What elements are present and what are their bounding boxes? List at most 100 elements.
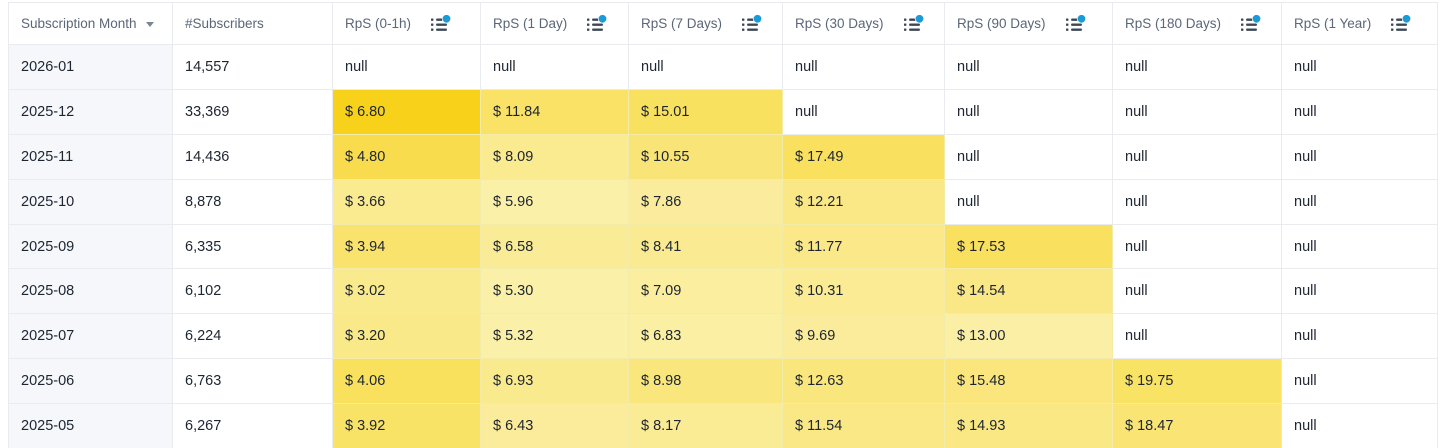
cell-rps_1_year: null [1281,358,1438,405]
cell-rps_180_days: null [1112,223,1282,270]
column-header-label: RpS (7 Days) [641,16,723,31]
cell-subscription-month: 2025-07 [8,313,173,360]
cell-rps_1_day: $ 6.43 [480,403,629,448]
table-body: 2026-01 14,557 null null null null null null nul… [8,44,1438,448]
cell-subscription-month: 2025-10 [8,178,173,225]
cell-rps_90_days: null [944,133,1113,180]
header-row: Subscription Month #Subscribers RpS (0-1h)… [8,2,1438,45]
cell-subscription-month: 2025-11 [8,133,173,180]
cell-rps_7_days: $ 10.55 [628,133,783,180]
cell-subscribers: 6,102 [172,268,333,315]
column-header-label: RpS (0-1h) [345,16,412,31]
column-header-rps_1_year[interactable]: RpS (1 Year) [1281,2,1438,45]
table-header: Subscription Month #Subscribers RpS (0-1h)… [8,2,1438,45]
cell-rps_90_days: $ 14.93 [944,403,1113,448]
column-settings-list-icon[interactable] [431,13,452,33]
column-header-rps_30_days[interactable]: RpS (30 Days) [782,2,945,45]
cell-rps_7_days: $ 15.01 [628,88,783,135]
column-header-rps_90_days[interactable]: RpS (90 Days) [944,2,1113,45]
cell-rps_1_year: null [1281,88,1438,135]
cell-rps_1_day: $ 11.84 [480,88,629,135]
cell-rps_0_1h: $ 3.92 [332,403,481,448]
cell-rps_90_days: $ 17.53 [944,223,1113,270]
table-row: 2025-08 6,102 $ 3.02 $ 5.30 $ 7.09 $ 10.31 $ 1… [8,268,1438,315]
column-header-rps_7_days[interactable]: RpS (7 Days) [628,2,783,45]
cell-rps_7_days: $ 8.41 [628,223,783,270]
cell-rps_1_year: null [1281,44,1438,90]
cell-rps_0_1h: $ 3.94 [332,223,481,270]
cell-rps_1_year: null [1281,313,1438,360]
cell-rps_1_year: null [1281,178,1438,225]
column-header-label: RpS (1 Year) [1294,16,1372,31]
sort-caret-icon[interactable] [145,22,154,27]
table-row: 2025-10 8,878 $ 3.66 $ 5.96 $ 7.86 $ 12.21 nul… [8,178,1438,225]
cell-rps_7_days: $ 8.17 [628,403,783,448]
cell-rps_7_days: $ 6.83 [628,313,783,360]
cell-subscription-month: 2025-12 [8,88,173,135]
cell-rps_90_days: null [944,178,1113,225]
cell-rps_30_days: $ 11.54 [782,403,945,448]
column-header-rps_0_1h[interactable]: RpS (0-1h) [332,2,481,45]
cell-subscribers: 14,436 [172,133,333,180]
column-header-rps_1_day[interactable]: RpS (1 Day) [480,2,629,45]
table-row: 2026-01 14,557 null null null null null null nul… [8,44,1438,90]
cell-rps_1_day: $ 5.96 [480,178,629,225]
column-settings-list-icon[interactable] [742,13,763,33]
cell-rps_1_day: $ 5.30 [480,268,629,315]
table-row: 2025-09 6,335 $ 3.94 $ 6.58 $ 8.41 $ 11.77 $ 1… [8,223,1438,270]
cell-rps_90_days: null [944,88,1113,135]
cell-rps_7_days: $ 7.86 [628,178,783,225]
subscription-cohort-table: Subscription Month #Subscribers RpS (0-1h)… [8,2,1438,448]
cell-rps_7_days: $ 8.98 [628,358,783,405]
cell-rps_90_days: null [944,44,1113,90]
column-settings-list-icon[interactable] [903,13,925,33]
column-header-rps_180_days[interactable]: RpS (180 Days) [1112,2,1282,45]
cell-rps_30_days: $ 12.21 [782,178,945,225]
cell-subscription-month: 2025-05 [8,403,173,448]
cell-rps_180_days: null [1112,88,1282,135]
cell-rps_180_days: null [1112,313,1282,360]
cell-rps_180_days: null [1112,133,1282,180]
cell-rps_30_days: $ 11.77 [782,223,945,270]
cell-rps_1_day: $ 6.93 [480,358,629,405]
cell-rps_30_days: $ 12.63 [782,358,945,405]
cell-subscribers: 33,369 [172,88,333,135]
column-settings-list-icon[interactable] [587,13,608,33]
cell-rps_1_year: null [1281,403,1438,448]
cell-rps_180_days: $ 19.75 [1112,358,1282,405]
column-header-label: RpS (90 Days) [957,16,1046,31]
column-settings-list-icon[interactable] [1391,13,1412,33]
column-header-subscribers[interactable]: #Subscribers [172,2,333,45]
table-row: 2025-07 6,224 $ 3.20 $ 5.32 $ 6.83 $ 9.69 $ 13… [8,313,1438,360]
cell-rps_0_1h: null [332,44,481,90]
cell-rps_1_day: $ 6.58 [480,223,629,270]
column-settings-list-icon[interactable] [1065,13,1087,33]
cell-subscribers: 6,763 [172,358,333,405]
cell-rps_180_days: null [1112,268,1282,315]
cell-rps_30_days: null [782,88,945,135]
column-settings-list-icon[interactable] [1241,13,1262,33]
cell-rps_1_day: $ 8.09 [480,133,629,180]
cell-rps_0_1h: $ 3.66 [332,178,481,225]
cell-subscribers: 6,335 [172,223,333,270]
cell-rps_0_1h: $ 4.06 [332,358,481,405]
cell-subscribers: 14,557 [172,44,333,90]
cell-rps_7_days: $ 7.09 [628,268,783,315]
table-row: 2025-12 33,369 $ 6.80 $ 11.84 $ 15.01 null nul… [8,88,1438,135]
column-header-label: #Subscribers [185,16,264,31]
table-row: 2025-06 6,763 $ 4.06 $ 6.93 $ 8.98 $ 12.63 $ 1… [8,358,1438,405]
cell-subscription-month: 2025-06 [8,358,173,405]
cell-rps_180_days: null [1112,178,1282,225]
column-header-label: RpS (180 Days) [1125,16,1222,31]
cell-subscribers: 6,224 [172,313,333,360]
cell-rps_180_days: null [1112,44,1282,90]
column-header-label: RpS (30 Days) [795,16,884,31]
column-header-month[interactable]: Subscription Month [8,2,173,45]
cell-rps_1_year: null [1281,223,1438,270]
cell-rps_1_year: null [1281,133,1438,180]
cell-rps_90_days: $ 13.00 [944,313,1113,360]
cell-rps_0_1h: $ 3.02 [332,268,481,315]
cell-rps_90_days: $ 15.48 [944,358,1113,405]
cell-rps_30_days: null [782,44,945,90]
column-header-label: Subscription Month [21,16,137,31]
